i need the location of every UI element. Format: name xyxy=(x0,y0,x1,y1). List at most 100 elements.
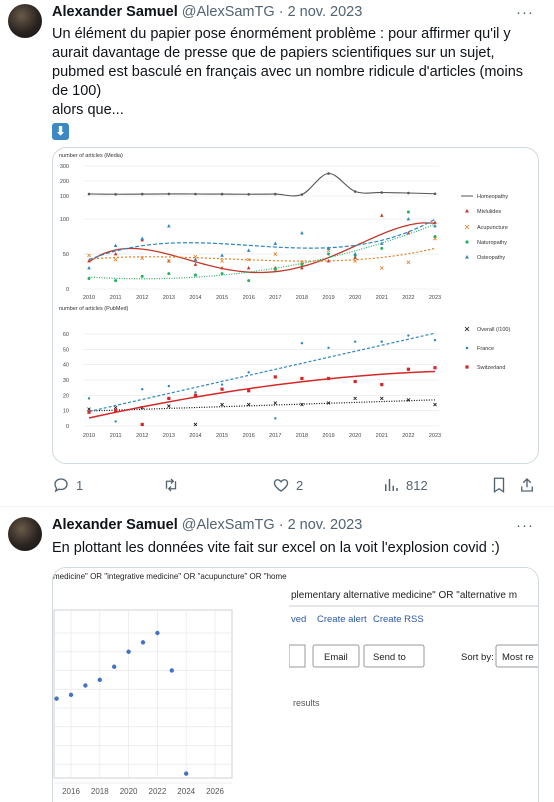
chart-top-xticks: 2010 2011 2012 2013 2014 2015 2016 2017 2018 2019… xyxy=(83,295,441,301)
tweet-text: Un élément du papier pose énormément pro… xyxy=(52,25,532,141)
series-homeopathy-point xyxy=(114,192,117,196)
author-name[interactable]: Alexander Samuel xyxy=(52,517,178,533)
chart-bottom-xtick: 2016 xyxy=(243,433,255,439)
tweet-image-pubmed[interactable]: medicine" OR "integrative medicine" OR "… xyxy=(52,567,539,802)
chart-bottom-xtick: 2013 xyxy=(163,433,175,439)
series-point xyxy=(246,248,251,252)
like-button[interactable]: 2 xyxy=(272,476,303,494)
excel-point xyxy=(140,640,146,645)
chart-bottom-xtick: 2015 xyxy=(216,433,228,439)
series-homeopathy-point xyxy=(300,193,304,196)
chart-top-xtick: 2011 xyxy=(110,295,122,301)
author-name[interactable]: Alexander Samuel xyxy=(52,4,178,20)
chart-bottom-xticks: 2010 2011 2012 2013 2014 2015 2016 2017 2018 2019… xyxy=(83,433,441,439)
series-point xyxy=(167,384,171,388)
more-options-icon[interactable]: ··· xyxy=(516,517,534,534)
tweet-text-line: aurait davantage de presse que de papier… xyxy=(52,45,495,61)
excel-point xyxy=(97,677,102,683)
avatar[interactable] xyxy=(8,517,42,551)
series-point xyxy=(379,396,384,401)
down-arrow-emoji-icon: ⬇ xyxy=(52,123,69,140)
series-point xyxy=(220,383,224,386)
chart-bottom-xtick: 2019 xyxy=(322,433,334,439)
series-trendline xyxy=(88,218,436,261)
tweet-date[interactable]: 2 nov. 2023 xyxy=(287,517,363,533)
series-point xyxy=(87,259,91,263)
separator: · xyxy=(278,4,284,20)
chart-bottom-xtick: 2014 xyxy=(189,433,201,439)
series-trendline xyxy=(88,370,436,419)
results-label: results xyxy=(293,698,320,708)
series-point xyxy=(273,241,278,245)
legend-label: Switzerland xyxy=(477,365,505,371)
reply-icon xyxy=(54,478,68,493)
pubmed-query: plementary alternative medicine" OR "alt… xyxy=(291,590,517,601)
tweet-2[interactable]: Alexander Samuel @AlexSamTG · 2 nov. 202… xyxy=(0,507,554,802)
series-point xyxy=(113,252,118,256)
chart-top-ytick: 300 xyxy=(60,164,69,170)
pubmed-screenshot: medicine" OR "integrative medicine" OR "… xyxy=(53,568,538,802)
legend-label: France xyxy=(477,346,494,352)
series-point xyxy=(406,210,410,214)
chart-top-legend: Homeopathy Mivlulides Acupuncture Naturopat… xyxy=(461,194,508,261)
chart-bottom-ylabel: number of articles (PubMed) xyxy=(59,306,129,312)
legend-label: Osteopathy xyxy=(477,255,505,261)
more-options-icon[interactable]: ··· xyxy=(516,4,534,21)
series-point xyxy=(194,391,197,394)
tweet-text: En plottant les données vite fait sur ex… xyxy=(52,540,500,556)
series-point xyxy=(406,217,411,221)
series-point xyxy=(406,398,411,402)
views-button[interactable]: 812 xyxy=(382,476,428,494)
chart-top-xtick: 2017 xyxy=(269,295,281,301)
series-point xyxy=(113,243,118,247)
series-point xyxy=(246,402,251,407)
chart-top-ytick: 50 xyxy=(63,252,69,258)
series-homeopathy-point xyxy=(247,192,250,196)
chart-top-xtick: 2019 xyxy=(322,295,334,301)
avatar[interactable] xyxy=(8,4,42,38)
retweet-button[interactable] xyxy=(162,476,186,494)
series-point xyxy=(274,417,277,420)
reply-count: 1 xyxy=(76,477,84,493)
share-icon xyxy=(521,478,533,492)
tweet-image-charts[interactable]: number of articles (Media) 300 200 100 100… xyxy=(52,147,539,464)
author-handle[interactable]: @AlexSamTG xyxy=(181,4,275,20)
chart-bottom-yticks: 60 50 40 30 20 10 0 xyxy=(63,332,439,430)
share-button[interactable] xyxy=(518,476,536,494)
chart-top-xtick: 2010 xyxy=(83,295,95,301)
series-trendline xyxy=(88,399,436,412)
separator: · xyxy=(278,517,284,533)
legend-label: Homeopathy xyxy=(477,194,508,200)
chart-bottom-ytick: 10 xyxy=(63,409,69,415)
chart-top-ytick: 100 xyxy=(60,194,69,200)
tweet-date[interactable]: 2 nov. 2023 xyxy=(287,4,363,20)
chart-bottom-ytick: 50 xyxy=(63,347,69,353)
legend-label: Mivlulides xyxy=(477,209,501,215)
series-homeopathy-point xyxy=(220,192,224,196)
series-point xyxy=(220,402,224,407)
series-point xyxy=(193,254,198,259)
legend-swatch xyxy=(465,365,469,369)
tweet-text-line: alors que... xyxy=(52,102,124,118)
series-point xyxy=(433,338,437,342)
bookmark-button[interactable] xyxy=(490,476,508,494)
series-point xyxy=(247,389,251,393)
series-homeopathy-point xyxy=(353,190,357,193)
series-point xyxy=(193,257,198,261)
send-to-button xyxy=(363,644,425,668)
reply-button[interactable]: 1 xyxy=(52,476,83,494)
chart-top-xtick: 2018 xyxy=(296,295,308,301)
excel-point xyxy=(169,668,174,673)
legend-label: Overall (/100) xyxy=(477,327,510,333)
chart-top-xtick: 2015 xyxy=(216,295,228,301)
chart-bottom-xtick: 2022 xyxy=(402,433,414,439)
legend-swatch xyxy=(465,240,469,244)
series-point xyxy=(87,410,91,414)
series-point xyxy=(353,379,357,384)
views-chart-icon xyxy=(385,479,398,491)
tweet-1[interactable]: Alexander Samuel @AlexSamTG · 2 nov. 202… xyxy=(0,0,554,505)
chart-top-ytick: 200 xyxy=(60,179,69,185)
sort-value: Most re xyxy=(502,652,534,663)
author-handle[interactable]: @AlexSamTG xyxy=(181,517,275,533)
series-point xyxy=(326,246,331,250)
